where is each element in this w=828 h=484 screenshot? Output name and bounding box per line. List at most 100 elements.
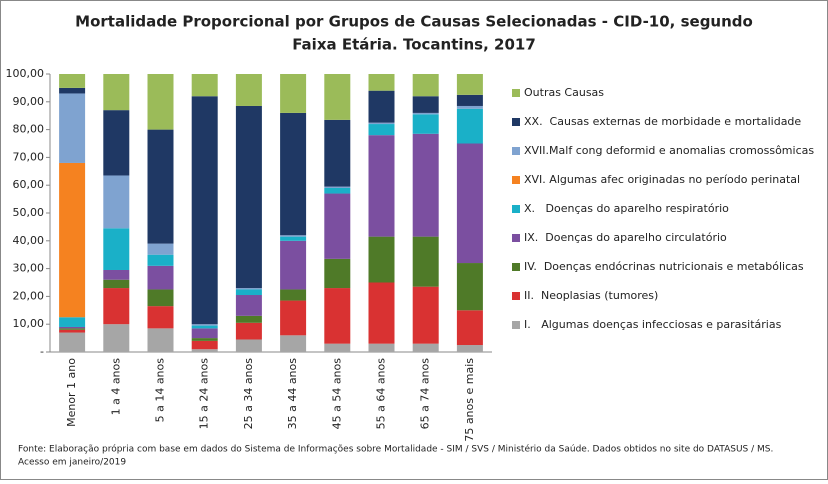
bar-segment bbox=[456, 108, 483, 144]
bar-segment bbox=[368, 236, 395, 283]
bar-segment bbox=[280, 300, 307, 336]
x-tick-label: 45 a 54 anos bbox=[330, 358, 343, 430]
legend-label: Outras Causas bbox=[524, 86, 604, 99]
y-tick-label: 70,00 bbox=[13, 150, 45, 163]
bar-segment bbox=[456, 310, 483, 346]
bar-segment bbox=[191, 340, 218, 350]
bar-segment bbox=[412, 74, 439, 97]
y-tick-label: 30,00 bbox=[13, 262, 45, 275]
bar-segment bbox=[191, 338, 218, 341]
legend-swatch bbox=[512, 263, 520, 271]
bar-segment bbox=[59, 87, 86, 94]
bar-segment bbox=[368, 122, 395, 125]
bar-segment bbox=[59, 332, 86, 352]
y-tick-label: - bbox=[40, 345, 44, 358]
bar-segment bbox=[103, 279, 130, 289]
x-tick-label: 35 a 44 anos bbox=[286, 358, 299, 430]
bar-segment bbox=[280, 335, 307, 352]
x-tick-label: 5 a 14 anos bbox=[154, 358, 167, 423]
bar-segment bbox=[59, 328, 86, 330]
y-tick-label: 80,00 bbox=[13, 123, 45, 136]
x-tick-label: 15 a 24 anos bbox=[198, 358, 211, 430]
bar-segment bbox=[368, 343, 395, 352]
bar-segment bbox=[191, 325, 218, 329]
bar-segment bbox=[191, 74, 218, 97]
legend-label: XVII.Malf cong deformid e anomalias crom… bbox=[524, 144, 814, 157]
legend-swatch bbox=[512, 176, 520, 184]
bar-segment bbox=[368, 124, 395, 136]
bar-segment bbox=[280, 289, 307, 301]
bar-segment bbox=[412, 286, 439, 344]
y-tick-label: 40,00 bbox=[13, 234, 45, 247]
x-tick-label: 1 a 4 anos bbox=[109, 358, 122, 416]
bar-segment bbox=[59, 329, 86, 333]
bar-segment bbox=[456, 143, 483, 264]
bar-segment bbox=[412, 112, 439, 115]
legend-swatch bbox=[512, 118, 520, 126]
bar-segment bbox=[456, 263, 483, 311]
bar-segment bbox=[280, 112, 307, 236]
bar-segment bbox=[456, 345, 483, 352]
y-tick-label: 60,00 bbox=[13, 178, 45, 191]
bar-segment bbox=[324, 288, 351, 344]
bar-segment bbox=[280, 74, 307, 113]
bar-segment bbox=[103, 74, 130, 111]
bar-segment bbox=[147, 289, 174, 307]
bar-segment bbox=[59, 93, 86, 163]
bar-segment bbox=[368, 90, 395, 123]
bar-segment bbox=[235, 105, 262, 289]
bar-segment bbox=[235, 339, 262, 352]
bar-segment bbox=[103, 288, 130, 325]
bar-segment bbox=[324, 119, 351, 187]
bar-segment bbox=[103, 228, 130, 270]
bar-segment bbox=[368, 282, 395, 344]
legend-swatch bbox=[512, 147, 520, 155]
bar-segment bbox=[456, 74, 483, 95]
bar-segment bbox=[324, 74, 351, 120]
bar-segment bbox=[147, 306, 174, 329]
bar-segment bbox=[412, 133, 439, 237]
bar-segment bbox=[368, 135, 395, 237]
bar-segment bbox=[235, 322, 262, 340]
legend-label: II. Neoplasias (tumores) bbox=[524, 289, 658, 302]
bar-segment bbox=[324, 343, 351, 352]
chart-title: Mortalidade Proporcional por Grupos de C… bbox=[75, 13, 753, 31]
legend-swatch bbox=[512, 205, 520, 213]
x-tick-label: 25 a 34 anos bbox=[242, 358, 255, 430]
bar-segment bbox=[368, 74, 395, 91]
bar-segment bbox=[147, 328, 174, 352]
bar-segment bbox=[191, 324, 218, 326]
x-tick-label: 75 anos e mais bbox=[463, 358, 476, 442]
bar-segment bbox=[324, 258, 351, 289]
y-tick-label: 100,00 bbox=[6, 67, 45, 80]
source-note: Fonte: Elaboração própria com base em da… bbox=[18, 444, 773, 455]
bar-segment bbox=[412, 96, 439, 113]
bar-segment bbox=[191, 328, 218, 339]
bar-segment bbox=[280, 235, 307, 237]
legend-label: I. Algumas doenças infecciosas e parasit… bbox=[524, 318, 782, 331]
bar-segment bbox=[456, 94, 483, 106]
x-tick-label: Menor 1 ano bbox=[65, 358, 78, 427]
bar-segment bbox=[59, 162, 86, 318]
bar-segment bbox=[324, 186, 351, 188]
bar-segment bbox=[235, 295, 262, 316]
bar-segment bbox=[103, 269, 130, 280]
bar-segment bbox=[412, 343, 439, 352]
legend-label: XX. Causas externas de morbidade e morta… bbox=[524, 115, 801, 128]
y-tick-label: 10,00 bbox=[13, 317, 45, 330]
bar-segment bbox=[412, 114, 439, 134]
bar-segment bbox=[235, 289, 262, 296]
bar-segment bbox=[280, 240, 307, 290]
bar-segment bbox=[235, 74, 262, 106]
bar-segment bbox=[147, 243, 174, 255]
bar-segment bbox=[59, 74, 86, 88]
bar-segment bbox=[280, 236, 307, 241]
legend-label: X. Doenças do aparelho respiratório bbox=[524, 202, 729, 215]
bar-segment bbox=[103, 324, 130, 352]
bar-segment bbox=[191, 349, 218, 352]
chart-title: Faixa Etária. Tocantins, 2017 bbox=[292, 36, 536, 54]
bar-segment bbox=[191, 96, 218, 325]
x-tick-label: 55 a 64 anos bbox=[375, 358, 388, 430]
legend-swatch bbox=[512, 321, 520, 329]
